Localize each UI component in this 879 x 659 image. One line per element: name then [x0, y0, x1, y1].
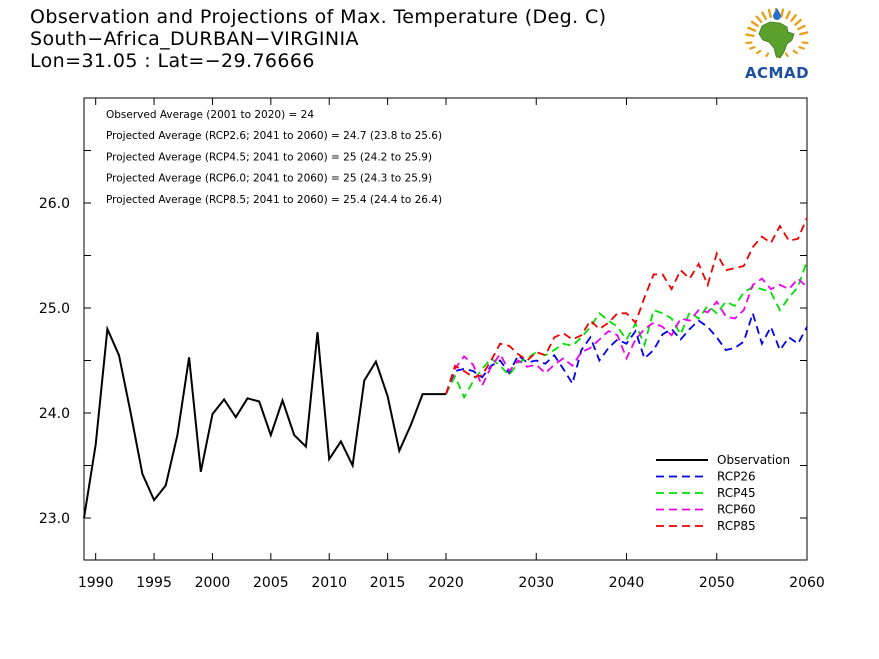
- annotation-line: Observed Average (2001 to 2020) = 24: [106, 109, 314, 121]
- sun-ray: [747, 26, 757, 32]
- y-tick-label: 26.0: [39, 196, 70, 212]
- logo-text: ACMAD: [744, 64, 810, 82]
- chart-title-block: Observation and Projections of Max. Temp…: [30, 6, 606, 72]
- legend-label: RCP60: [717, 503, 756, 517]
- x-tick-label: 1990: [78, 575, 114, 591]
- legend-label: RCP45: [717, 486, 756, 500]
- sun-ray: [790, 14, 797, 23]
- x-tick-label: 2000: [195, 575, 231, 591]
- annotation-line: Projected Average (RCP8.5; 2041 to 2060)…: [106, 194, 442, 206]
- acmad-logo-emblem: [745, 7, 809, 59]
- average-annotations: Observed Average (2001 to 2020) = 24 Proj…: [106, 109, 442, 206]
- acmad-logo: ACMAD: [732, 6, 822, 84]
- sun-ray: [755, 49, 762, 55]
- sun-ray: [797, 24, 806, 31]
- annotation-line: Projected Average (RCP6.0; 2041 to 2060)…: [106, 173, 432, 185]
- sun-ray: [750, 20, 759, 28]
- sun-ray: [794, 18, 802, 26]
- x-tick-label: 2005: [253, 575, 289, 591]
- x-tick-label: 2020: [428, 575, 464, 591]
- sun-ray: [799, 31, 809, 36]
- sun-ray: [765, 52, 770, 58]
- y-tick-label: 23.0: [39, 511, 70, 527]
- series-line-rcp26: [445, 310, 808, 395]
- sun-ray: [785, 10, 791, 20]
- y-tick-label: 25.0: [39, 301, 70, 317]
- sun-ray: [798, 46, 805, 50]
- y-axis-tick-labels: 23.0 24.0 25.0 26.0: [39, 196, 70, 527]
- water-drop-icon: [773, 8, 781, 20]
- legend-label: RCP26: [717, 470, 756, 484]
- series-line-rcp85: [445, 217, 808, 395]
- sun-ray: [792, 49, 799, 55]
- station-name: South−Africa_DURBAN−VIRGINIA: [30, 28, 359, 50]
- chart-legend: Observation RCP26 RCP45 RCP60 RCP85: [656, 453, 790, 533]
- sun-ray: [784, 52, 789, 58]
- legend-label: Observation: [717, 453, 790, 467]
- plot-frame: [83, 97, 808, 561]
- sun-ray: [767, 8, 772, 19]
- sun-ray: [761, 11, 767, 21]
- sun-ray: [780, 8, 785, 18]
- x-tick-label: 2060: [789, 575, 825, 591]
- sun-ray: [749, 46, 756, 50]
- series-lines: [83, 217, 808, 519]
- chart-title: Observation and Projections of Max. Temp…: [30, 6, 607, 28]
- sun-ray: [745, 33, 755, 38]
- y-tick-label: 24.0: [39, 406, 70, 422]
- annotation-line: Projected Average (RCP4.5; 2041 to 2060)…: [106, 151, 432, 163]
- africa-map-icon: [758, 21, 795, 59]
- x-axis-tick-labels: 1990 1995 2000 2005 2010 2015 2020 2030 2040 2050…: [78, 575, 825, 591]
- sun-ray: [755, 15, 763, 24]
- x-tick-label: 2015: [370, 575, 406, 591]
- x-tick-label: 1995: [136, 575, 172, 591]
- axis-ticks: [84, 97, 808, 560]
- annotation-line: Projected Average (RCP2.6; 2041 to 2060)…: [106, 130, 442, 142]
- station-coordinates: Lon=31.05 : Lat=−29.76666: [30, 50, 315, 72]
- x-tick-label: 2030: [518, 575, 554, 591]
- series-line-rcp60: [445, 277, 808, 395]
- x-tick-label: 2040: [609, 575, 645, 591]
- x-tick-label: 2010: [311, 575, 347, 591]
- legend-label: RCP85: [717, 519, 756, 533]
- x-tick-label: 2050: [699, 575, 735, 591]
- series-line-observation: [83, 325, 446, 519]
- series-line-rcp45: [445, 260, 808, 400]
